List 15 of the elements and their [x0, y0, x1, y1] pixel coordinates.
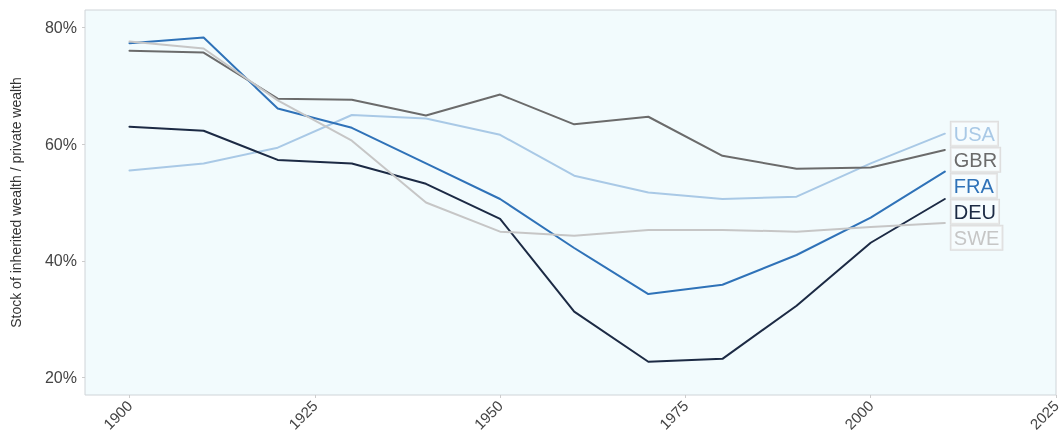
series-label: FRA — [953, 174, 995, 197]
line-series — [128, 36, 946, 296]
line-series — [128, 125, 946, 363]
line-series — [128, 49, 946, 170]
y-tick-label: 20% — [44, 369, 77, 386]
y-axis-title: Stock of inherited wealth / private wealth — [8, 77, 24, 328]
y-tick-label: 60% — [44, 135, 77, 153]
line-series — [128, 40, 946, 237]
y-tick-label: 80% — [44, 19, 77, 36]
series-label: GBR — [953, 148, 998, 171]
series-label: USA — [953, 122, 996, 145]
y-tick-label: 40% — [44, 252, 77, 270]
series-label: SWE — [953, 226, 1000, 249]
series-label: DEU — [953, 200, 997, 223]
line-series — [128, 114, 946, 200]
